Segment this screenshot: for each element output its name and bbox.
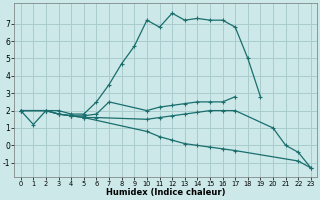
X-axis label: Humidex (Indice chaleur): Humidex (Indice chaleur) — [106, 188, 226, 197]
